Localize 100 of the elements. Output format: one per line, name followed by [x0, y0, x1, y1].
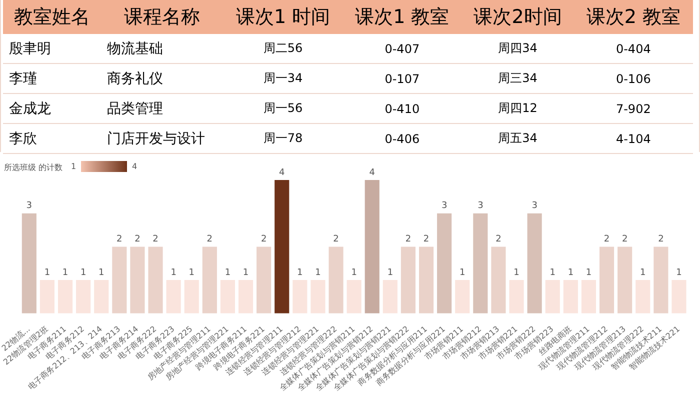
data-label: 2	[260, 234, 267, 245]
bar	[581, 280, 596, 314]
color-bar-title: 所选班级 的计数	[4, 162, 63, 173]
text: 周一34	[263, 71, 303, 85]
bar	[94, 280, 109, 314]
bar	[274, 180, 290, 314]
data-label: 1	[170, 268, 176, 278]
data-label: 2	[206, 234, 213, 245]
bar	[148, 246, 163, 314]
data-label: 1	[224, 268, 231, 278]
text: 0-107	[384, 72, 420, 86]
bar	[618, 246, 632, 314]
bar	[563, 280, 578, 314]
data-label: 1	[514, 268, 520, 278]
bar	[418, 246, 434, 314]
x-tick-label: 课程名称	[100, 0, 224, 34]
bar	[599, 246, 614, 314]
data-label: 1	[676, 268, 682, 278]
bar	[112, 246, 127, 314]
data-label: 1	[98, 268, 104, 278]
data-label: 1	[568, 268, 574, 278]
data-label: 1	[44, 268, 50, 278]
data-label: 1	[62, 268, 68, 278]
bar	[292, 280, 308, 314]
x-tick-label: 课次2时间	[462, 0, 574, 34]
bar	[346, 280, 362, 314]
data-label: 2	[134, 234, 140, 245]
data-label: 2	[116, 234, 122, 245]
bar	[40, 280, 55, 314]
bar	[220, 280, 236, 314]
bar	[184, 280, 199, 314]
bar	[527, 213, 542, 314]
data-label: 1	[351, 268, 357, 278]
bar	[76, 280, 91, 314]
data-label: 2	[496, 234, 502, 245]
bar	[636, 280, 650, 314]
bar	[202, 246, 217, 314]
y-tick-label: 殷聿明	[3, 34, 101, 64]
bar	[545, 280, 560, 314]
data-label: 3	[478, 201, 484, 212]
x-tick-label: 课次1 教室	[342, 0, 462, 34]
text: 0-410	[384, 102, 420, 116]
bar	[130, 246, 145, 314]
text: 0-404	[616, 42, 651, 56]
bar	[256, 246, 272, 314]
text: 7-902	[616, 102, 651, 116]
data-label: 1	[387, 268, 394, 278]
data-label: 1	[242, 268, 249, 278]
data-label: 3	[26, 201, 32, 212]
bar	[22, 213, 36, 314]
data-label: 1	[297, 268, 303, 278]
text: 门店开发与设计	[106, 130, 205, 146]
text: 0-407	[384, 42, 420, 56]
data-label: 4	[279, 168, 286, 178]
y-tick-label: 李瑾	[3, 64, 101, 94]
data-label: 2	[423, 234, 430, 245]
x-tick-label: 课次2 教室	[574, 0, 693, 34]
y-tick-label: 金成龙	[3, 94, 101, 124]
data-label: 1	[460, 268, 466, 278]
data-label: 2	[622, 234, 628, 245]
data-label: 1	[315, 268, 321, 278]
bar	[58, 280, 73, 314]
data-label: 2	[333, 234, 339, 245]
bar	[328, 246, 344, 314]
data-label: 1	[550, 268, 556, 278]
text: 周一78	[263, 131, 303, 145]
text: 商务礼仪	[106, 70, 163, 86]
bar	[364, 180, 380, 314]
bar	[672, 280, 686, 314]
data-label: 2	[658, 234, 664, 245]
bar	[238, 280, 254, 314]
data-label: 2	[604, 234, 610, 245]
data-label: 3	[532, 201, 538, 212]
text: 周二56	[263, 41, 303, 55]
text: 物流基础	[106, 40, 163, 56]
bar	[437, 213, 452, 314]
text: 周五34	[498, 131, 538, 145]
data-label: 1	[586, 268, 592, 278]
y-axis-title: 教室姓名	[3, 0, 101, 34]
bar	[473, 213, 488, 314]
data-label: 1	[188, 268, 194, 278]
data-label: 1	[80, 268, 86, 278]
y-tick-label: 李欣	[3, 124, 101, 154]
text: 周四12	[498, 101, 538, 115]
text: 周三34	[498, 71, 538, 85]
data-label: 2	[405, 234, 412, 245]
data-label: 1	[640, 268, 646, 278]
data-label: 3	[441, 201, 448, 212]
text: 周一56	[263, 101, 303, 115]
text: 4-104	[616, 132, 651, 146]
bar	[509, 280, 524, 314]
data-label: 2	[152, 234, 158, 245]
bar	[382, 280, 398, 314]
bar	[654, 246, 668, 314]
text: 0-106	[616, 72, 651, 86]
bar	[491, 246, 506, 314]
data-label: 4	[369, 168, 376, 178]
text: 1	[71, 162, 76, 171]
bar	[455, 280, 470, 314]
bar	[400, 246, 416, 314]
